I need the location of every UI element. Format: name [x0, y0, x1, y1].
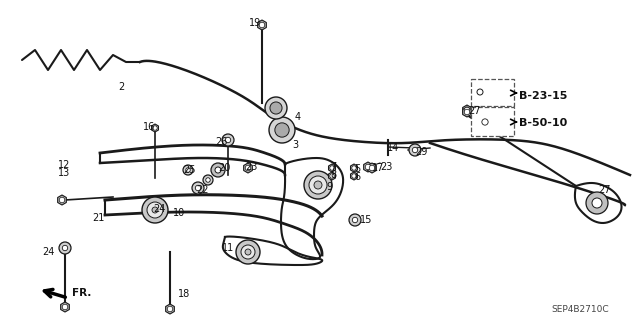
Text: 12: 12 — [58, 160, 70, 170]
Text: 6: 6 — [354, 172, 360, 182]
Text: FR.: FR. — [72, 288, 92, 298]
Polygon shape — [244, 163, 252, 173]
Circle shape — [62, 245, 68, 251]
Text: 26: 26 — [215, 137, 227, 147]
Circle shape — [409, 144, 421, 156]
Text: 3: 3 — [292, 140, 298, 150]
Text: 23: 23 — [245, 162, 257, 172]
Circle shape — [192, 182, 204, 194]
Polygon shape — [463, 107, 471, 117]
Text: B-50-10: B-50-10 — [519, 118, 567, 128]
Circle shape — [275, 123, 289, 137]
Circle shape — [412, 147, 418, 153]
Circle shape — [365, 164, 371, 170]
Polygon shape — [463, 105, 471, 115]
Polygon shape — [351, 172, 358, 180]
Circle shape — [183, 165, 193, 175]
Circle shape — [304, 171, 332, 199]
Text: 21: 21 — [92, 213, 104, 223]
Text: 4: 4 — [295, 112, 301, 122]
Polygon shape — [367, 163, 376, 173]
Circle shape — [195, 185, 201, 191]
Circle shape — [369, 165, 375, 171]
Circle shape — [60, 197, 65, 203]
Circle shape — [152, 207, 158, 213]
Polygon shape — [61, 302, 69, 312]
Text: 17: 17 — [372, 163, 385, 173]
Text: 10: 10 — [173, 208, 185, 218]
Text: 5: 5 — [354, 164, 360, 174]
Circle shape — [259, 22, 265, 28]
Circle shape — [352, 174, 356, 178]
Circle shape — [309, 176, 327, 194]
Circle shape — [167, 306, 173, 312]
Text: 2: 2 — [118, 82, 124, 92]
Text: 24: 24 — [153, 204, 165, 214]
Circle shape — [352, 217, 358, 223]
Circle shape — [211, 163, 225, 177]
Circle shape — [147, 202, 163, 218]
Circle shape — [241, 245, 255, 259]
Text: 14: 14 — [387, 143, 399, 153]
Circle shape — [330, 174, 334, 178]
Text: 9: 9 — [326, 182, 332, 192]
Polygon shape — [364, 162, 372, 172]
Text: 19: 19 — [249, 18, 261, 28]
Circle shape — [477, 89, 483, 95]
Text: 11: 11 — [222, 243, 234, 253]
Circle shape — [482, 119, 488, 125]
Polygon shape — [328, 172, 335, 180]
Text: 8: 8 — [330, 170, 336, 180]
Polygon shape — [152, 124, 159, 132]
Text: 27: 27 — [598, 185, 611, 195]
FancyBboxPatch shape — [471, 107, 514, 136]
FancyBboxPatch shape — [471, 79, 514, 106]
Circle shape — [153, 126, 157, 130]
Polygon shape — [328, 164, 335, 172]
Circle shape — [464, 109, 470, 115]
Circle shape — [265, 97, 287, 119]
Polygon shape — [58, 195, 67, 205]
Polygon shape — [351, 164, 358, 172]
Text: 15: 15 — [360, 215, 372, 225]
Text: 22: 22 — [196, 185, 209, 195]
Text: 25: 25 — [183, 165, 195, 175]
Circle shape — [269, 117, 295, 143]
Circle shape — [236, 240, 260, 264]
Text: 18: 18 — [178, 289, 190, 299]
Circle shape — [592, 198, 602, 208]
Circle shape — [352, 166, 356, 170]
Text: 27: 27 — [468, 106, 481, 116]
Circle shape — [62, 304, 68, 310]
Text: B-23-15: B-23-15 — [519, 91, 568, 101]
Circle shape — [270, 102, 282, 114]
Text: 16: 16 — [143, 122, 156, 132]
Circle shape — [225, 137, 230, 143]
Text: 20: 20 — [218, 163, 230, 173]
Circle shape — [142, 197, 168, 223]
Text: 29: 29 — [415, 147, 428, 157]
Circle shape — [314, 181, 322, 189]
Text: SEP4B2710C: SEP4B2710C — [551, 306, 609, 315]
Circle shape — [330, 166, 334, 170]
Text: 13: 13 — [58, 168, 70, 178]
Polygon shape — [258, 20, 266, 30]
Circle shape — [205, 178, 211, 182]
Circle shape — [222, 134, 234, 146]
Circle shape — [478, 115, 492, 129]
Circle shape — [215, 167, 221, 173]
Text: 23: 23 — [380, 162, 392, 172]
Circle shape — [59, 242, 71, 254]
Circle shape — [245, 249, 251, 255]
Circle shape — [245, 165, 251, 171]
Circle shape — [186, 168, 190, 172]
Circle shape — [586, 192, 608, 214]
Circle shape — [474, 86, 486, 98]
Circle shape — [464, 107, 470, 113]
Text: 24: 24 — [42, 247, 54, 257]
Circle shape — [203, 175, 213, 185]
Polygon shape — [166, 304, 174, 314]
Text: 7: 7 — [330, 162, 336, 172]
Circle shape — [349, 214, 361, 226]
